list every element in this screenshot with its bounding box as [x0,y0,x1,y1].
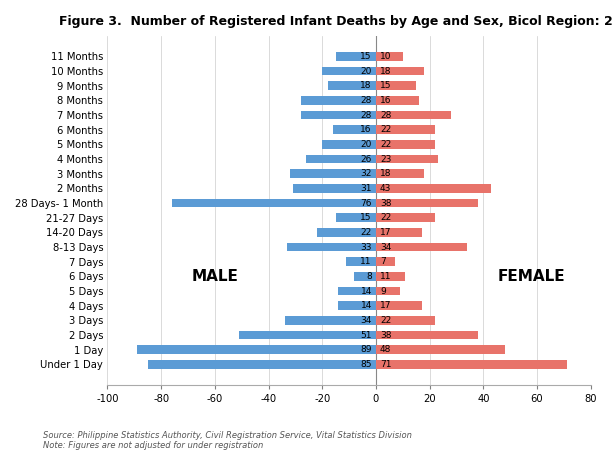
Bar [335,52,376,61]
Text: 22: 22 [380,316,391,325]
Bar [376,184,491,193]
Text: Source: Philippine Statistics Authority, Civil Registration Service, Vital Stati: Source: Philippine Statistics Authority,… [43,431,412,450]
Text: 31: 31 [360,184,372,193]
Bar [346,257,376,266]
Bar [338,287,376,295]
Bar [300,96,376,105]
Bar [147,360,376,369]
Bar [376,360,567,369]
Text: 18: 18 [380,66,392,76]
Text: 11: 11 [380,272,392,281]
Bar [354,272,376,281]
Text: 14: 14 [360,301,372,310]
Text: 15: 15 [360,52,372,61]
Bar [376,66,424,76]
Bar [376,96,419,105]
Bar [285,316,376,325]
Text: 10: 10 [380,52,392,61]
Bar [376,125,435,134]
Bar [376,111,451,119]
Bar [376,243,467,252]
Text: 85: 85 [360,360,372,369]
Text: 48: 48 [380,345,391,354]
Text: 9: 9 [380,287,386,295]
Bar [376,52,403,61]
Bar [335,213,376,222]
Text: 22: 22 [380,125,391,134]
Bar [323,66,376,76]
Bar [290,169,376,178]
Text: 22: 22 [360,228,372,237]
Text: 22: 22 [380,213,391,222]
Bar [376,199,478,207]
Text: 76: 76 [360,198,372,207]
Bar [338,301,376,310]
Text: 89: 89 [360,345,372,354]
Text: 20: 20 [360,140,372,149]
Text: 71: 71 [380,360,392,369]
Bar [376,228,422,237]
Text: 8: 8 [366,272,372,281]
Text: MALE: MALE [192,269,238,284]
Bar [376,287,400,295]
Text: 34: 34 [380,243,391,252]
Text: 17: 17 [380,228,392,237]
Text: 26: 26 [360,155,372,163]
Text: 51: 51 [360,330,372,339]
Bar [376,81,416,90]
Bar [376,169,424,178]
Text: 32: 32 [360,169,372,178]
Text: 34: 34 [360,316,372,325]
Text: 23: 23 [380,155,391,163]
Bar [376,272,406,281]
Bar [376,316,435,325]
Text: 16: 16 [380,96,392,105]
Text: 15: 15 [380,81,392,90]
Bar [376,331,478,339]
Text: 16: 16 [360,125,372,134]
Text: FEMALE: FEMALE [498,269,565,284]
Text: 11: 11 [360,257,372,266]
Bar [317,228,376,237]
Text: 28: 28 [360,96,372,105]
Text: 7: 7 [380,257,386,266]
Text: 28: 28 [380,111,391,120]
Bar [300,111,376,119]
Bar [376,301,422,310]
Text: 33: 33 [360,243,372,252]
Text: 38: 38 [380,198,392,207]
Bar [376,140,435,149]
Title: Figure 3.  Number of Registered Infant Deaths by Age and Sex, Bicol Region: 2021: Figure 3. Number of Registered Infant De… [59,15,612,28]
Bar [376,257,395,266]
Text: 28: 28 [360,111,372,120]
Text: 18: 18 [380,169,392,178]
Bar [376,345,505,354]
Bar [306,155,376,163]
Text: 43: 43 [380,184,391,193]
Bar [172,199,376,207]
Bar [323,140,376,149]
Text: 20: 20 [360,66,372,76]
Text: 22: 22 [380,140,391,149]
Text: 18: 18 [360,81,372,90]
Text: 38: 38 [380,330,392,339]
Text: 14: 14 [360,287,372,295]
Text: 15: 15 [360,213,372,222]
Text: 17: 17 [380,301,392,310]
Bar [376,155,438,163]
Bar [327,81,376,90]
Bar [376,213,435,222]
Bar [333,125,376,134]
Bar [293,184,376,193]
Bar [287,243,376,252]
Bar [137,345,376,354]
Bar [239,331,376,339]
